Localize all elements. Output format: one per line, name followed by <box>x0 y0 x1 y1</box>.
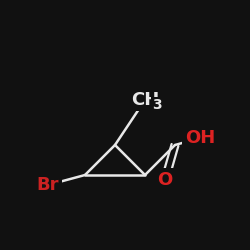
Text: CH: CH <box>131 91 159 109</box>
Text: 3: 3 <box>152 98 162 112</box>
Text: Br: Br <box>37 176 59 194</box>
Text: OH: OH <box>185 129 215 147</box>
Text: O: O <box>158 171 172 189</box>
